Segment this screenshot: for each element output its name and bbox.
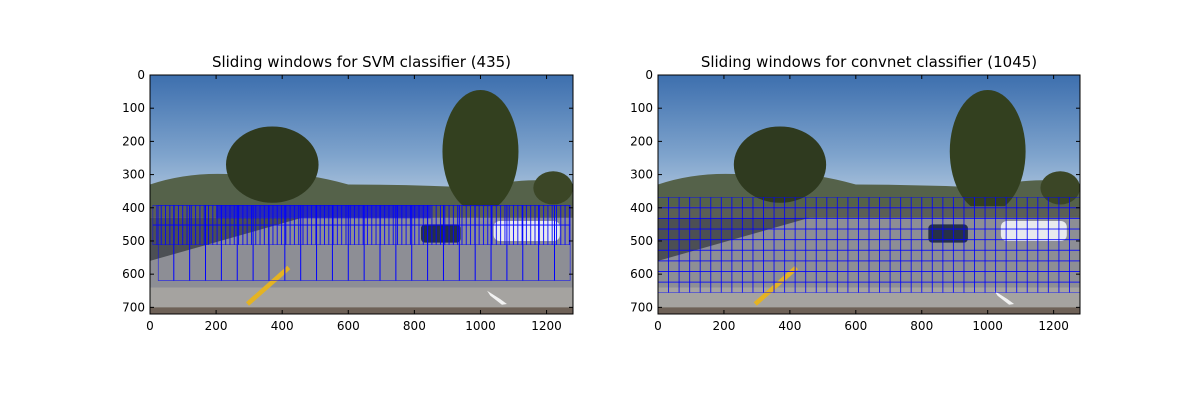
- y-tick-label: 0: [645, 68, 653, 82]
- axes-title: Sliding windows for convnet classifier (…: [701, 53, 1037, 71]
- x-tick-label: 800: [403, 319, 426, 333]
- y-tick-label: 700: [630, 300, 653, 314]
- x-tick-label: 1200: [531, 319, 562, 333]
- x-tick-label: 400: [271, 319, 294, 333]
- y-tick-label: 700: [122, 300, 145, 314]
- y-tick-label: 500: [630, 234, 653, 248]
- x-tick-label: 400: [778, 319, 801, 333]
- axes-frame: [149, 74, 574, 315]
- x-tick-label: 1200: [1038, 319, 1069, 333]
- x-tick-label: 200: [205, 319, 228, 333]
- x-tick-label: 200: [712, 319, 735, 333]
- y-tick-label: 600: [630, 267, 653, 281]
- sliding-windows: [658, 197, 1080, 293]
- x-tick-label: 600: [337, 319, 360, 333]
- y-tick-label: 200: [630, 134, 653, 148]
- y-tick-label: 300: [630, 168, 653, 182]
- y-tick-label: 400: [122, 201, 145, 215]
- axes-title: Sliding windows for SVM classifier (435): [212, 53, 511, 71]
- y-tick-label: 100: [630, 101, 653, 115]
- x-tick-label: 0: [146, 319, 154, 333]
- x-tick-label: 0: [654, 319, 662, 333]
- sliding-windows: [152, 205, 571, 281]
- x-tick-label: 1000: [972, 319, 1003, 333]
- y-tick-label: 100: [122, 101, 145, 115]
- x-tick-label: 1000: [465, 319, 496, 333]
- y-tick-label: 300: [122, 168, 145, 182]
- y-tick-label: 0: [137, 68, 145, 82]
- y-tick-label: 400: [630, 201, 653, 215]
- x-tick-label: 800: [910, 319, 933, 333]
- y-tick-label: 200: [122, 134, 145, 148]
- y-tick-label: 500: [122, 234, 145, 248]
- axes-frame: [657, 74, 1081, 315]
- y-tick-label: 600: [122, 267, 145, 281]
- x-tick-label: 600: [844, 319, 867, 333]
